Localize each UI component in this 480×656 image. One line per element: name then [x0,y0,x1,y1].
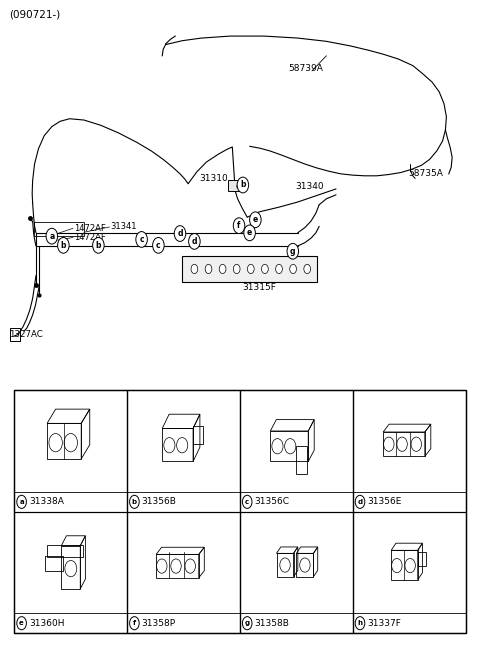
Text: 58739A: 58739A [288,64,323,73]
Text: 31356B: 31356B [142,497,177,506]
Bar [418,552,426,566]
Text: g: g [290,247,296,256]
Bar [296,446,307,474]
Circle shape [136,232,147,247]
Bar [270,431,308,462]
Text: c: c [139,235,144,244]
Bar [14,512,127,633]
Circle shape [355,617,365,630]
Text: c: c [156,241,161,250]
Bar [127,390,240,512]
Bar [10,328,20,341]
Circle shape [58,237,69,253]
Circle shape [242,617,252,630]
Text: h: h [358,620,362,626]
Text: 31356C: 31356C [254,497,289,506]
Bar [391,550,418,580]
Text: f: f [237,221,241,230]
Text: 1472AF: 1472AF [74,224,106,233]
Text: 1472AF: 1472AF [74,233,106,242]
Circle shape [17,495,26,508]
Bar [156,554,199,578]
Text: 31337F: 31337F [367,619,401,628]
Bar [47,423,81,459]
Circle shape [304,264,311,274]
Bar [47,544,83,558]
Circle shape [290,264,297,274]
Text: b: b [132,499,137,505]
Circle shape [233,264,240,274]
Text: e: e [247,228,252,237]
Bar [240,512,353,633]
Text: 31340: 31340 [295,182,324,192]
Circle shape [287,243,299,259]
Bar [240,390,353,512]
Bar [193,426,204,443]
Circle shape [174,226,186,241]
Circle shape [17,617,26,630]
Text: d: d [177,229,183,238]
Text: b: b [240,180,246,190]
Text: 31358B: 31358B [254,619,289,628]
Circle shape [250,212,261,228]
Circle shape [247,264,254,274]
Circle shape [276,264,282,274]
Bar [383,432,425,457]
Text: a: a [49,232,54,241]
Circle shape [237,177,249,193]
Bar [353,512,466,633]
Bar [34,222,84,236]
Bar [182,256,317,282]
Text: 31356E: 31356E [367,497,402,506]
Text: 31315F: 31315F [242,283,276,292]
Bar [14,390,127,512]
Text: 58735A: 58735A [408,169,443,178]
Bar [61,546,80,589]
Circle shape [130,495,139,508]
Text: a: a [19,499,24,505]
Text: e: e [19,620,24,626]
Circle shape [130,617,139,630]
Circle shape [189,234,200,249]
Circle shape [205,264,212,274]
Text: f: f [133,620,136,626]
Circle shape [233,218,245,234]
Circle shape [242,495,252,508]
Text: 1327AC: 1327AC [9,330,42,339]
Text: (090721-): (090721-) [10,10,61,20]
Circle shape [219,264,226,274]
Text: 31310: 31310 [199,174,228,183]
Text: d: d [358,499,362,505]
Bar [296,554,313,577]
Bar [276,554,294,577]
Bar [127,512,240,633]
Text: b: b [60,241,66,250]
Text: 31341: 31341 [110,222,137,232]
Text: g: g [245,620,250,626]
Circle shape [355,495,365,508]
Bar [45,556,63,571]
Circle shape [262,264,268,274]
Circle shape [46,228,58,244]
Text: b: b [96,241,101,250]
Text: 31358P: 31358P [142,619,176,628]
Circle shape [153,237,164,253]
Bar [14,390,466,633]
Text: e: e [253,215,258,224]
Bar [353,390,466,512]
Bar [228,180,242,191]
Text: c: c [245,499,249,505]
Bar [162,428,193,462]
Circle shape [191,264,198,274]
Text: d: d [192,237,197,246]
Text: 31338A: 31338A [29,497,64,506]
Circle shape [93,237,104,253]
Text: 31360H: 31360H [29,619,64,628]
Circle shape [244,225,255,241]
